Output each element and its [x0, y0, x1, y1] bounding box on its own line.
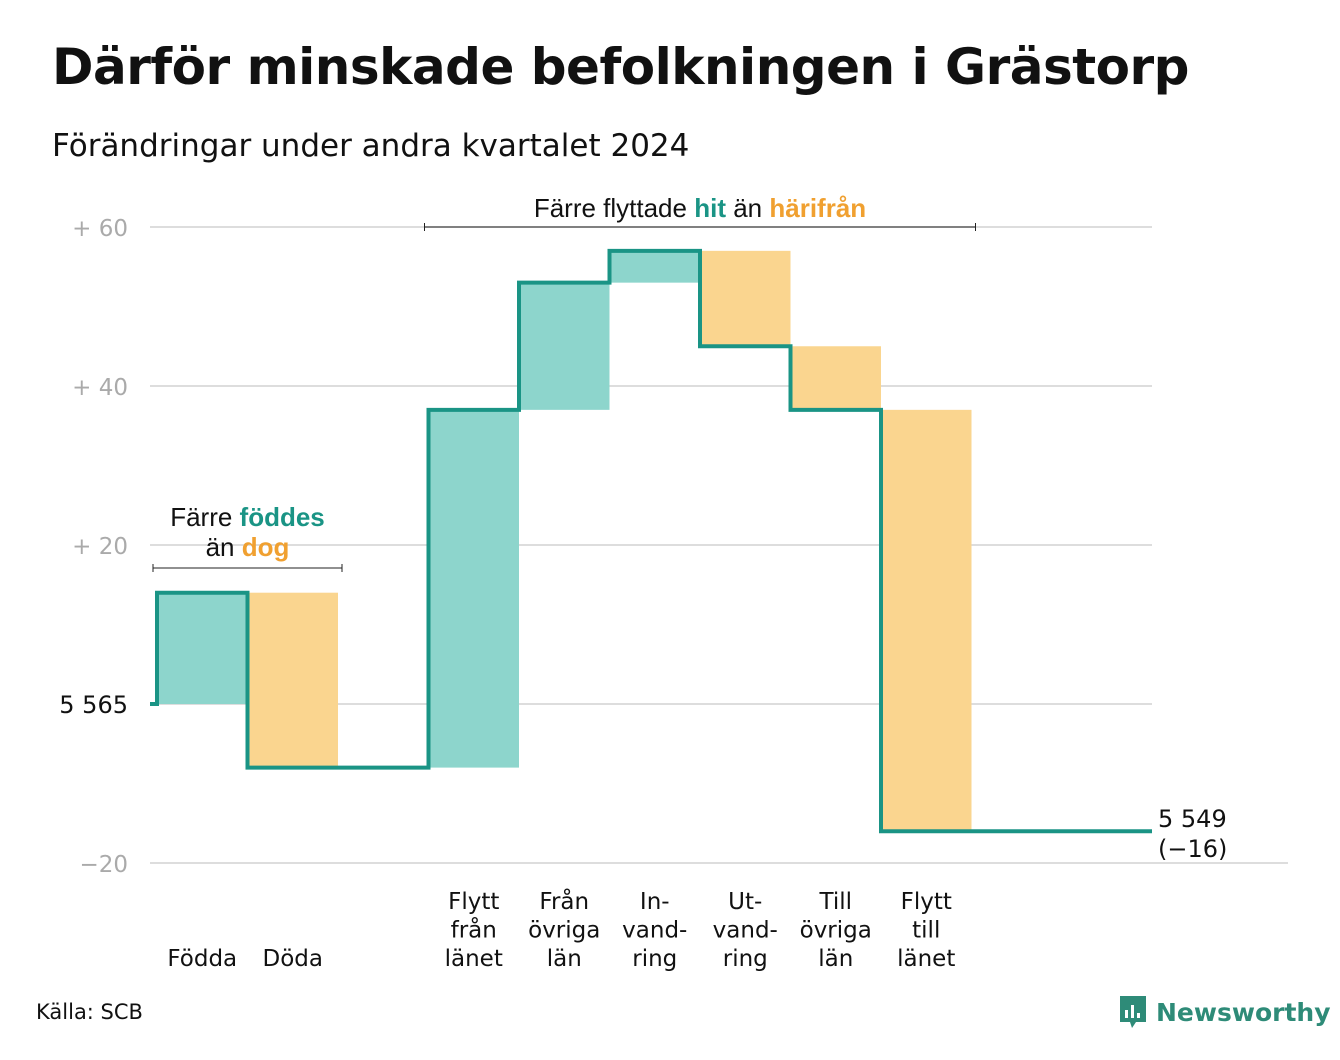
category-label: länet — [897, 946, 955, 972]
annotation-part: än — [206, 532, 242, 562]
newsworthy-logo-text: Newsworthy — [1156, 997, 1331, 1027]
start-value-label: 5 565 — [59, 691, 128, 719]
category-label: Flytt — [448, 889, 499, 915]
category-label: Flytt — [901, 889, 952, 915]
waterfall-bar — [519, 282, 610, 410]
newsworthy-logo-icon — [1118, 994, 1148, 1030]
y-tick-label: + 40 — [72, 375, 128, 401]
annotation-part: än — [726, 193, 769, 223]
category-label: Till — [818, 889, 852, 915]
category-label: In- — [640, 889, 670, 915]
annotation-part: härifrån — [769, 193, 866, 223]
waterfall-bar — [428, 409, 519, 768]
category-label: Ut- — [728, 889, 762, 915]
annotation-part: föddes — [240, 502, 325, 532]
end-value-label: 5 549 — [1158, 805, 1227, 833]
waterfall-bar — [157, 592, 248, 704]
category-label: ring — [723, 946, 768, 972]
category-label: Födda — [167, 946, 237, 972]
annotation-births-deaths-line1: Färre föddes — [170, 502, 325, 532]
newsworthy-logo: Newsworthy — [1118, 994, 1331, 1030]
annotation-part: Färre flyttade — [534, 193, 694, 223]
end-change-label: (−16) — [1158, 835, 1227, 863]
annotation-births-deaths-line2: än dog — [206, 532, 290, 562]
category-label: Döda — [263, 946, 323, 972]
chart-subtitle: Förändringar under andra kvartalet 2024 — [52, 128, 690, 164]
category-label: Från — [539, 887, 589, 915]
category-label: ring — [632, 946, 677, 972]
category-label: vand- — [713, 918, 778, 944]
category-label: övriga — [800, 918, 872, 944]
annotation-part: dog — [242, 532, 290, 562]
waterfall-bar — [790, 346, 881, 410]
y-tick-label: + 60 — [72, 216, 128, 242]
waterfall-bar — [881, 409, 972, 832]
waterfall-bar — [247, 592, 338, 768]
annotation-migration: Färre flyttade hit än härifrån — [534, 193, 866, 223]
category-label: länet — [445, 946, 503, 972]
category-label: övriga — [528, 918, 600, 944]
waterfall-bar — [700, 250, 791, 347]
waterfall-bar — [609, 250, 700, 283]
cumulative-step-line — [150, 248, 1152, 834]
category-label: län — [547, 946, 582, 972]
chart-title: Därför minskade befolkningen i Grästorp — [52, 38, 1189, 96]
category-label: till — [912, 918, 940, 944]
category-label: län — [818, 946, 853, 972]
y-tick-label: −20 — [79, 852, 128, 878]
category-label: vand- — [622, 918, 687, 944]
y-tick-label: + 20 — [72, 534, 128, 560]
category-label: från — [451, 916, 497, 944]
annotation-part: hit — [694, 193, 726, 223]
source-note: Källa: SCB — [36, 1000, 143, 1024]
annotation-part: Färre — [170, 502, 239, 532]
